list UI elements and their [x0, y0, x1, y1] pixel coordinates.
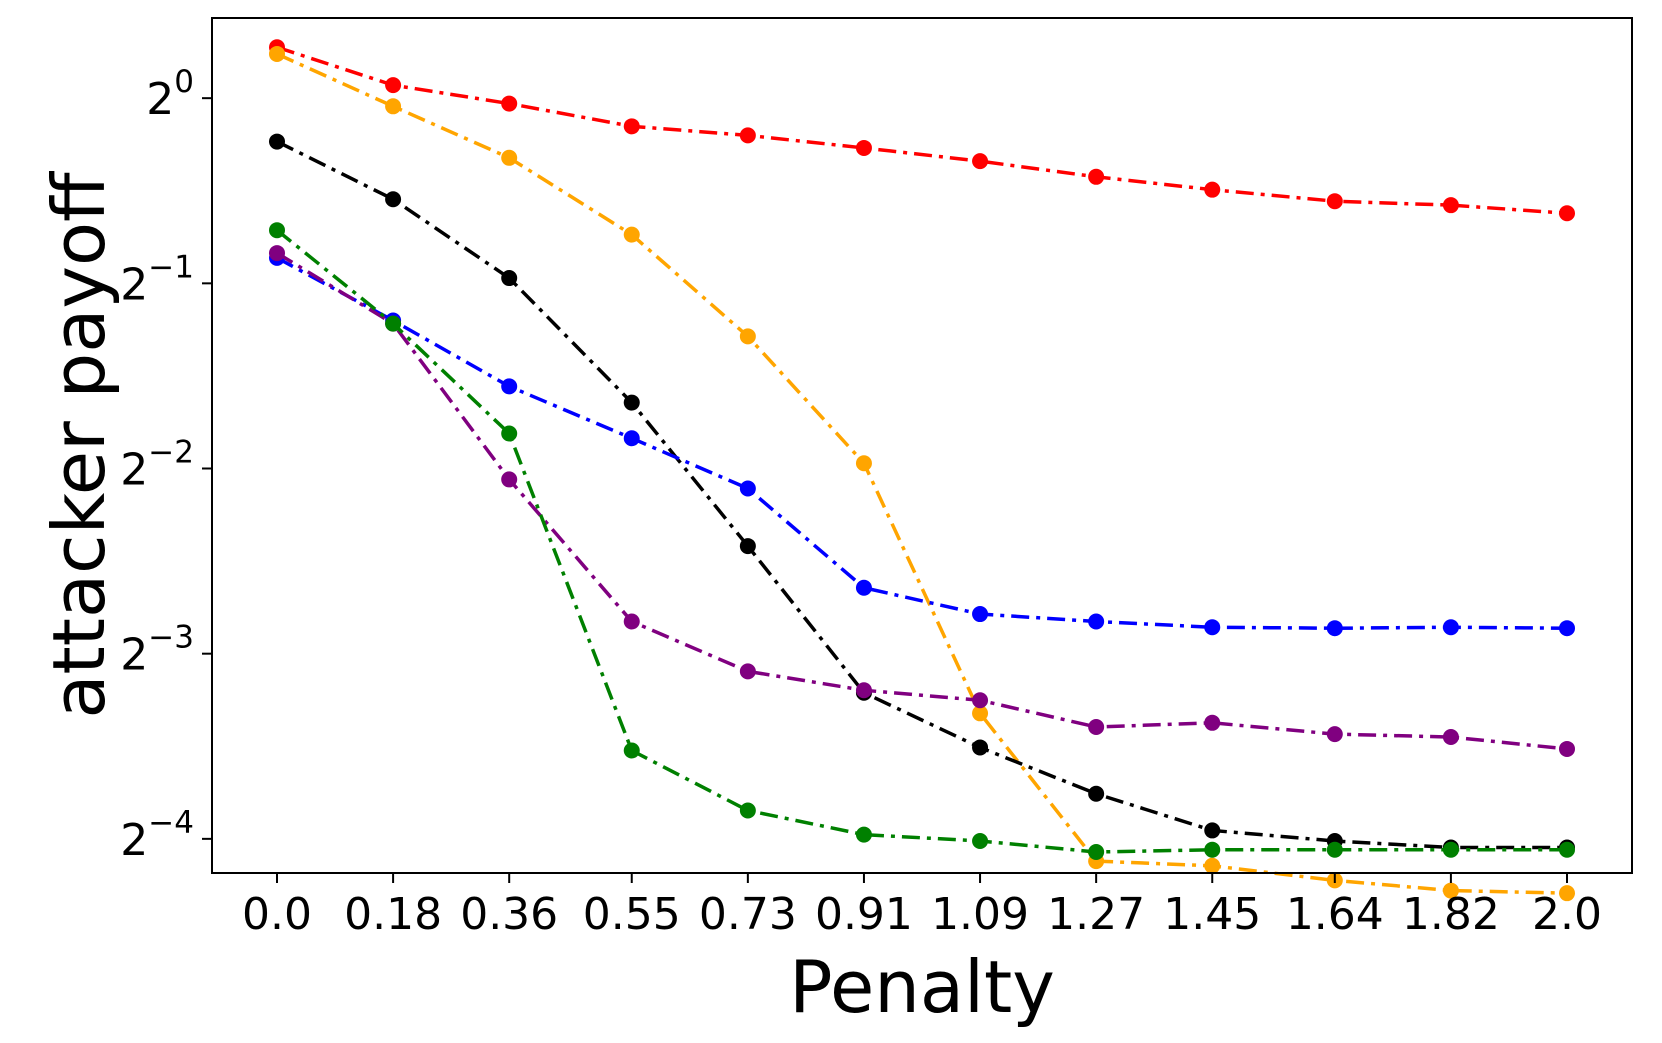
data-point — [855, 826, 872, 843]
data-point — [1088, 613, 1105, 630]
data-point — [1326, 841, 1343, 858]
x-tick-label: 0.73 — [699, 889, 797, 940]
data-point — [1326, 620, 1343, 637]
data-point — [1204, 181, 1221, 198]
data-point — [1088, 843, 1105, 860]
data-point — [739, 538, 756, 555]
data-point — [972, 832, 989, 849]
x-tick-label: 1.64 — [1286, 889, 1384, 940]
data-point — [501, 378, 518, 395]
series-line — [276, 52, 1568, 895]
series-line — [276, 251, 1568, 751]
data-point — [269, 45, 285, 62]
data-point — [501, 95, 518, 112]
data-point — [623, 226, 640, 243]
x-tick-label: 1.09 — [931, 889, 1029, 940]
series-line — [276, 140, 1567, 850]
data-point — [972, 705, 989, 722]
series-line — [276, 256, 1568, 630]
data-point — [1442, 197, 1459, 214]
data-point — [501, 149, 518, 166]
x-tick-label: 1.45 — [1163, 889, 1261, 940]
data-point — [501, 471, 518, 488]
series-line — [276, 45, 1568, 215]
data-point — [623, 394, 640, 411]
data-point — [623, 430, 640, 447]
data-point — [385, 77, 402, 94]
data-point — [855, 579, 872, 596]
plot-frame — [211, 17, 1633, 874]
data-point — [269, 245, 285, 262]
data-point — [1204, 714, 1221, 731]
data-point — [1559, 205, 1575, 222]
data-point — [269, 133, 285, 150]
data-point — [1442, 882, 1459, 899]
x-tick-label: 0.36 — [460, 889, 558, 940]
x-tick-label: 0.55 — [583, 889, 681, 940]
series-4 — [269, 249, 1575, 637]
data-point — [1559, 885, 1575, 902]
data-point — [623, 742, 640, 759]
data-point — [501, 425, 518, 442]
x-tick-label: 2.0 — [1532, 889, 1602, 940]
y-axis-title: attacker payoff — [37, 171, 121, 719]
data-point — [1204, 857, 1221, 874]
data-point — [1442, 619, 1459, 636]
x-tick-label: 0.18 — [344, 889, 442, 940]
data-point — [855, 682, 872, 699]
data-point — [972, 606, 989, 623]
data-point — [1088, 785, 1105, 802]
data-point — [1559, 841, 1575, 858]
data-point — [1442, 729, 1459, 746]
data-point — [972, 692, 989, 709]
data-point — [1204, 841, 1221, 858]
data-point — [855, 139, 872, 156]
y-tick-label: 2−3 — [120, 620, 194, 681]
series-3 — [269, 133, 1575, 856]
data-point — [623, 118, 640, 135]
data-point — [1559, 740, 1575, 757]
data-point — [1559, 620, 1575, 637]
y-tick-label: 2−2 — [120, 435, 194, 496]
data-point — [739, 802, 756, 819]
data-point — [739, 663, 756, 680]
x-tick-label: 1.82 — [1402, 889, 1500, 940]
y-tick-label: 20 — [146, 64, 194, 125]
data-point — [1326, 193, 1343, 210]
series-6 — [269, 222, 1575, 860]
data-point — [1088, 168, 1105, 185]
x-tick-label: 0.91 — [815, 889, 913, 940]
y-tick-label: 2−4 — [120, 805, 194, 866]
series-layer — [269, 39, 1575, 902]
data-point — [1442, 841, 1459, 858]
data-point — [855, 455, 872, 472]
tick-layer: 0.0 0.18 0.36 0.55 0.73 0.91 1.09 1.27 1.45 1.64 1… — [120, 64, 1602, 940]
series-2 — [269, 45, 1575, 902]
data-point — [739, 480, 756, 497]
data-point — [1204, 822, 1221, 839]
data-point — [501, 270, 518, 287]
data-point — [739, 127, 756, 144]
series-line — [275, 228, 1567, 854]
y-tick-label: 2−1 — [120, 249, 194, 310]
data-point — [385, 98, 402, 115]
data-point — [972, 153, 989, 170]
data-point — [1204, 619, 1221, 636]
series-1 — [269, 39, 1575, 222]
x-tick-label: 1.27 — [1047, 889, 1145, 940]
data-point — [385, 315, 402, 332]
data-point — [269, 222, 285, 239]
x-tick-label: 0.0 — [242, 889, 312, 940]
data-point — [972, 739, 989, 756]
data-point — [1326, 726, 1343, 743]
data-point — [623, 613, 640, 630]
data-point — [385, 191, 402, 208]
data-point — [1088, 718, 1105, 735]
series-5 — [269, 245, 1575, 757]
data-point — [739, 328, 756, 345]
x-axis-title: Penalty — [789, 945, 1055, 1029]
